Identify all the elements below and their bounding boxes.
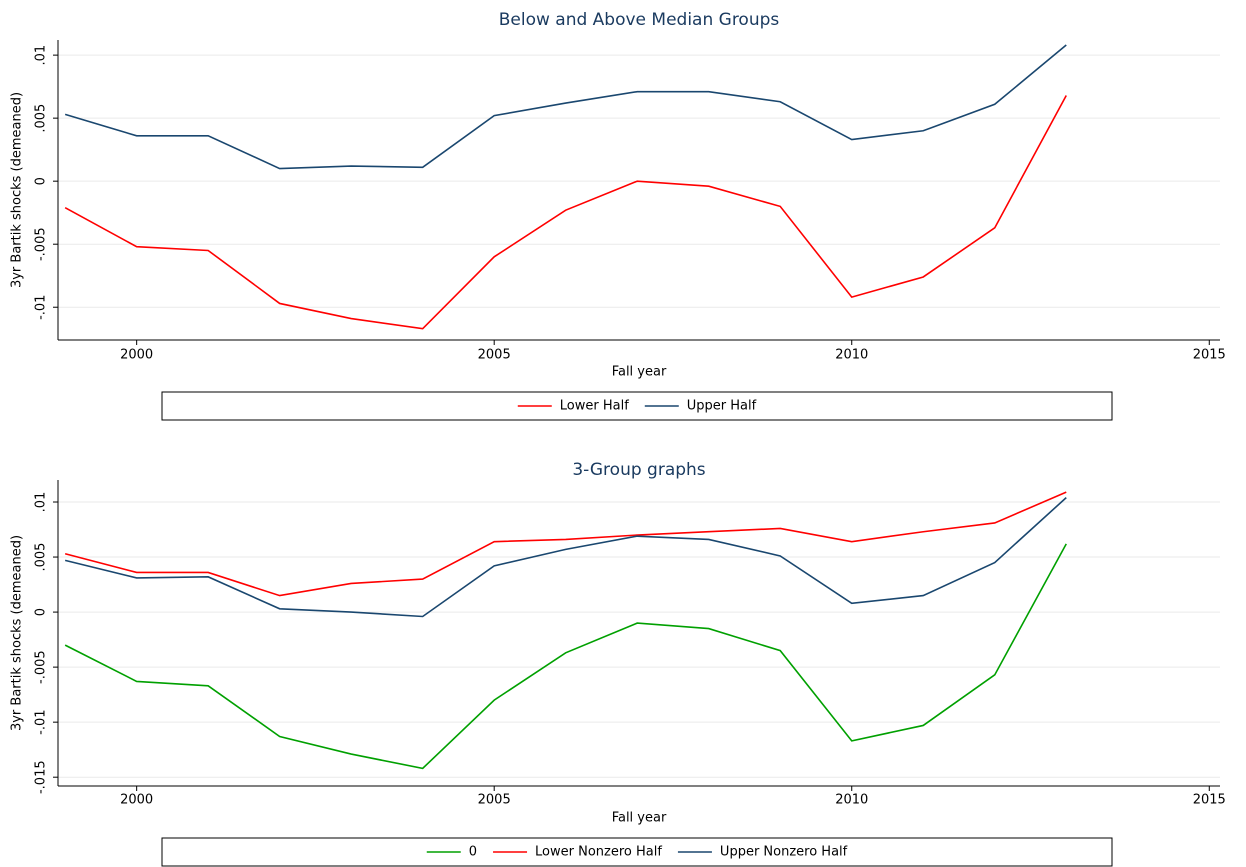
chart-title: 3-Group graphs — [572, 460, 705, 480]
y-axis-label: 3yr Bartik shocks (demeaned) — [10, 535, 25, 731]
y-tick-label: .01 — [34, 492, 49, 513]
y-axis-label: 3yr Bartik shocks (demeaned) — [10, 92, 25, 288]
legend-label: Upper Half — [687, 399, 757, 414]
legend: Lower Half Upper Half — [517, 399, 757, 414]
series-line — [64, 95, 1067, 330]
x-tick-label: 2000 — [120, 348, 153, 363]
x-tick-label: 2010 — [835, 348, 868, 363]
legend-label: Lower Half — [560, 399, 629, 414]
y-tick-label: -.01 — [34, 295, 49, 320]
x-tick-label: 2010 — [835, 793, 868, 808]
legend-box — [161, 391, 1113, 421]
series-line — [64, 491, 1067, 597]
x-axis-label: Fall year — [612, 811, 667, 826]
y-tick-label: 0 — [34, 177, 49, 185]
x-tick-label: 2005 — [478, 793, 511, 808]
y-tick-label: -.015 — [34, 760, 49, 794]
legend-label: 0 — [469, 845, 477, 860]
y-tick-label: -.005 — [34, 227, 49, 261]
y-tick-label: .005 — [34, 543, 49, 572]
x-tick-label: 2005 — [478, 348, 511, 363]
legend-label: Upper Nonzero Half — [720, 845, 848, 860]
series-line — [64, 44, 1067, 170]
x-tick-label: 2015 — [1193, 793, 1226, 808]
series-line — [64, 497, 1067, 618]
y-tick-label: .01 — [34, 45, 49, 66]
chart-title: Below and Above Median Groups — [499, 10, 780, 30]
x-tick-label: 2015 — [1193, 348, 1226, 363]
legend-label: Lower Nonzero Half — [535, 845, 662, 860]
legend: 0 Lower Nonzero Half Upper Nonzero Half — [426, 845, 848, 860]
y-tick-label: .005 — [34, 104, 49, 133]
y-tick-label: -.01 — [34, 709, 49, 734]
series-line — [64, 543, 1067, 770]
x-axis-label: Fall year — [612, 365, 667, 380]
y-tick-label: 0 — [34, 608, 49, 616]
x-tick-label: 2000 — [120, 793, 153, 808]
legend-box — [161, 837, 1113, 867]
y-tick-label: -.005 — [34, 650, 49, 684]
